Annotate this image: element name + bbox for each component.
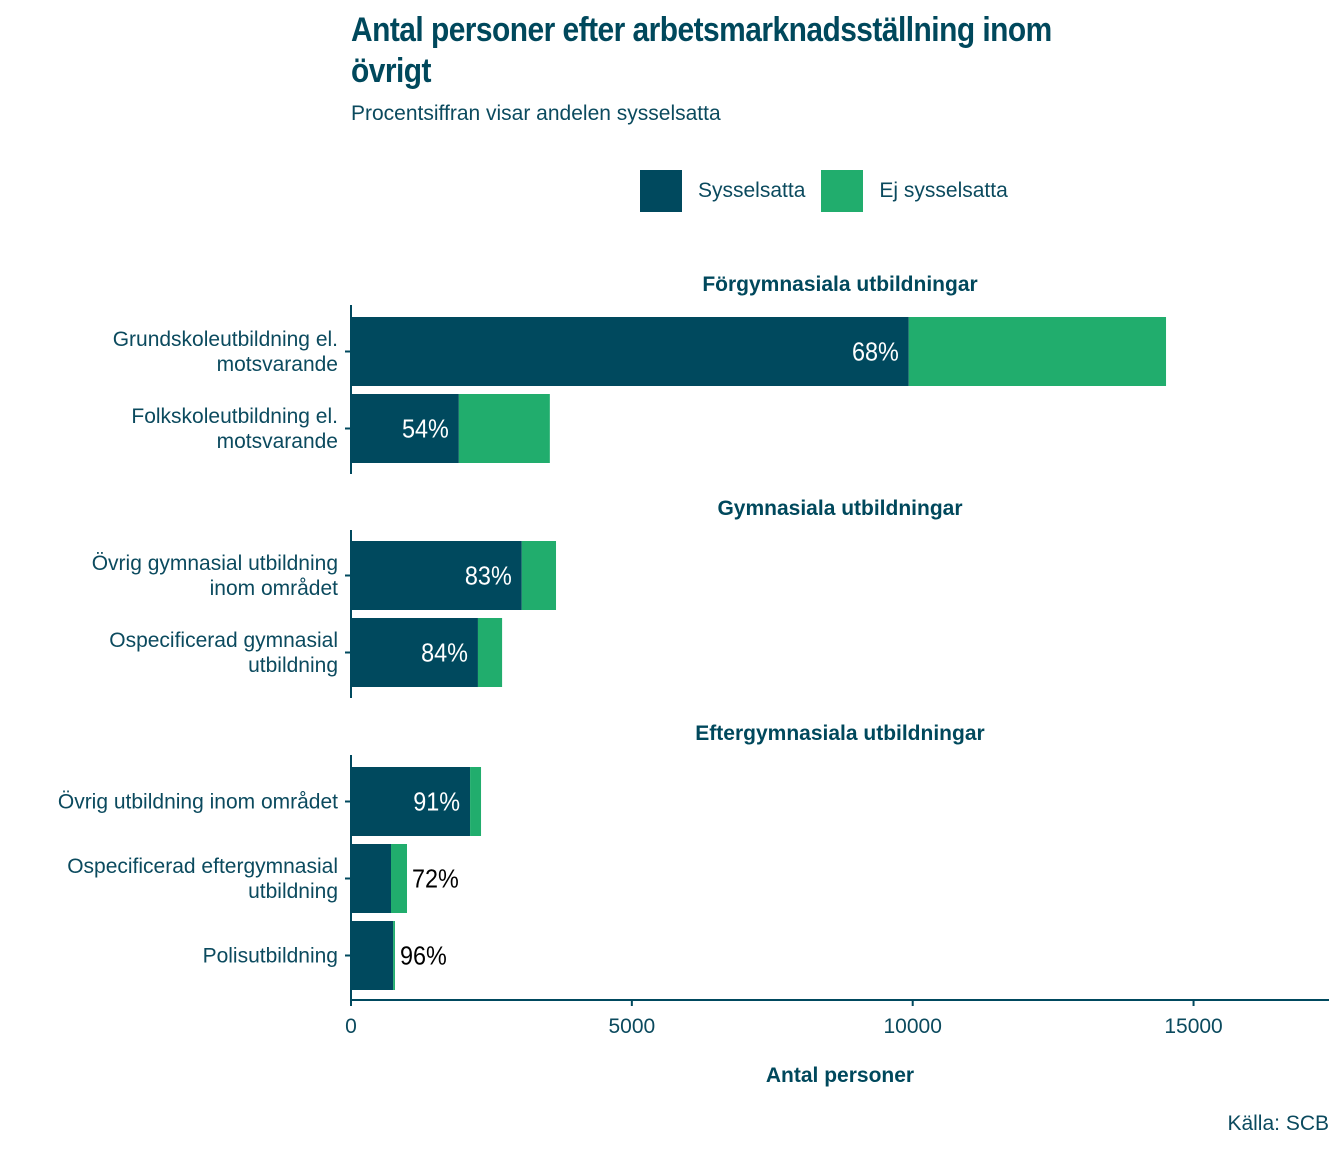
bar-ej-sysselsatta xyxy=(393,921,395,990)
x-tick-label: 5000 xyxy=(608,1015,655,1038)
category-label: Ospecificerad gymnasial xyxy=(109,629,338,652)
percent-label: 72% xyxy=(412,865,459,893)
chart-title: Antal personer efter arbetsmarknadsställ… xyxy=(351,11,1052,90)
x-tick-label: 10000 xyxy=(883,1015,941,1038)
percent-label: 91% xyxy=(413,788,460,816)
bar-sysselsatta xyxy=(351,844,391,913)
category-label: motsvarande xyxy=(217,353,338,376)
bar-sysselsatta xyxy=(351,618,478,687)
category-label: Folkskoleutbildning el. xyxy=(131,405,338,428)
bar-ej-sysselsatta xyxy=(470,767,482,836)
bar-ej-sysselsatta xyxy=(390,844,408,913)
category-label: inom området xyxy=(210,577,339,600)
legend-swatch-ej-sysselsatta xyxy=(821,170,864,212)
percent-label: 68% xyxy=(852,338,899,366)
facet-title: Gymnasiala utbildningar xyxy=(717,497,962,520)
category-label: Grundskoleutbildning el. xyxy=(113,328,338,351)
x-axis-title: Antal personer xyxy=(766,1064,914,1087)
bar-sysselsatta xyxy=(351,921,394,990)
legend-swatch-sysselsatta xyxy=(640,170,682,212)
category-label: utbildning xyxy=(248,654,338,677)
bar-ej-sysselsatta xyxy=(458,394,550,463)
x-tick-label: 0 xyxy=(345,1015,357,1038)
legend-label-ej-sysselsatta: Ej sysselsatta xyxy=(879,179,1008,202)
category-label: Polisutbildning xyxy=(203,945,338,968)
facet-title: Eftergymnasiala utbildningar xyxy=(695,722,984,745)
category-label: utbildning xyxy=(248,880,338,903)
bar-sysselsatta xyxy=(351,317,909,386)
legend-item-sysselsatta: Sysselsatta xyxy=(640,170,805,212)
bar-ej-sysselsatta xyxy=(521,541,557,610)
category-label: Övrig utbildning inom området xyxy=(58,791,338,814)
percent-label: 84% xyxy=(421,639,468,667)
percent-label: 54% xyxy=(402,415,449,443)
category-label: motsvarande xyxy=(217,430,338,453)
category-label: Övrig gymnasial utbildning xyxy=(92,552,338,575)
category-label: Ospecificerad eftergymnasial xyxy=(67,855,338,878)
x-tick-label: 15000 xyxy=(1164,1015,1222,1038)
bar-ej-sysselsatta xyxy=(908,317,1167,386)
percent-label: 83% xyxy=(465,562,512,590)
legend: Sysselsatta Ej sysselsatta xyxy=(640,170,1024,212)
percent-label: 96% xyxy=(400,942,447,970)
facet-title: Förgymnasiala utbildningar xyxy=(702,273,977,296)
chart-subtitle: Procentsiffran visar andelen sysselsatta xyxy=(351,102,721,125)
bar-sysselsatta xyxy=(351,541,522,610)
bar-sysselsatta xyxy=(351,767,471,836)
legend-item-ej-sysselsatta: Ej sysselsatta xyxy=(821,170,1008,212)
source-note: Källa: SCB xyxy=(1227,1112,1329,1135)
bar-sysselsatta xyxy=(351,394,459,463)
bar-ej-sysselsatta xyxy=(477,618,503,687)
legend-label-sysselsatta: Sysselsatta xyxy=(698,179,806,202)
